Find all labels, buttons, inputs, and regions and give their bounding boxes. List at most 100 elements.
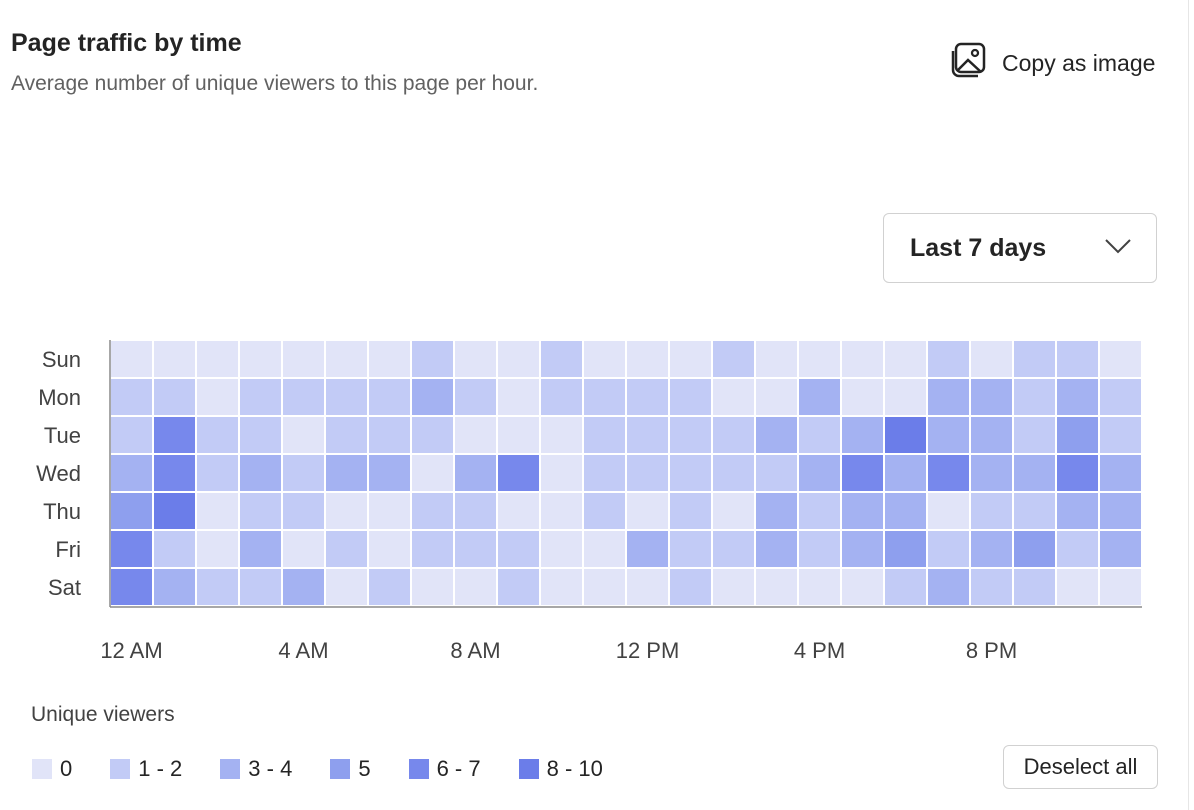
heatmap-cell[interactable] — [326, 531, 367, 567]
heatmap-cell[interactable] — [928, 341, 969, 377]
heatmap-cell[interactable] — [197, 417, 238, 453]
heatmap-cell[interactable] — [369, 531, 410, 567]
heatmap-cell[interactable] — [111, 569, 152, 605]
heatmap-cell[interactable] — [283, 417, 324, 453]
heatmap-cell[interactable] — [971, 493, 1012, 529]
heatmap-cell[interactable] — [713, 569, 754, 605]
heatmap-cell[interactable] — [928, 379, 969, 415]
heatmap-cell[interactable] — [369, 379, 410, 415]
heatmap-cell[interactable] — [455, 341, 496, 377]
heatmap-cell[interactable] — [197, 379, 238, 415]
heatmap-cell[interactable] — [1100, 493, 1141, 529]
heatmap-cell[interactable] — [799, 531, 840, 567]
heatmap-cell[interactable] — [842, 417, 883, 453]
heatmap-cell[interactable] — [1100, 569, 1141, 605]
heatmap-cell[interactable] — [541, 417, 582, 453]
heatmap-cell[interactable] — [842, 569, 883, 605]
legend-item[interactable]: 6 - 7 — [408, 756, 481, 782]
heatmap-cell[interactable] — [154, 455, 195, 491]
heatmap-cell[interactable] — [756, 341, 797, 377]
heatmap-cell[interactable] — [584, 493, 625, 529]
heatmap-cell[interactable] — [412, 379, 453, 415]
heatmap-cell[interactable] — [670, 455, 711, 491]
heatmap-cell[interactable] — [670, 569, 711, 605]
heatmap-cell[interactable] — [713, 531, 754, 567]
heatmap-cell[interactable] — [885, 569, 926, 605]
heatmap-cell[interactable] — [498, 417, 539, 453]
heatmap-cell[interactable] — [541, 455, 582, 491]
heatmap-cell[interactable] — [1057, 417, 1098, 453]
heatmap-cell[interactable] — [928, 493, 969, 529]
heatmap-cell[interactable] — [627, 341, 668, 377]
heatmap-cell[interactable] — [885, 341, 926, 377]
heatmap-cell[interactable] — [1057, 341, 1098, 377]
heatmap-cell[interactable] — [627, 531, 668, 567]
heatmap-cell[interactable] — [842, 531, 883, 567]
heatmap-cell[interactable] — [412, 455, 453, 491]
heatmap-cell[interactable] — [670, 417, 711, 453]
heatmap-cell[interactable] — [627, 379, 668, 415]
heatmap-cell[interactable] — [1100, 417, 1141, 453]
heatmap-cell[interactable] — [1014, 379, 1055, 415]
heatmap-cell[interactable] — [197, 493, 238, 529]
heatmap-cell[interactable] — [154, 379, 195, 415]
heatmap-cell[interactable] — [326, 417, 367, 453]
heatmap-cell[interactable] — [713, 417, 754, 453]
heatmap-cell[interactable] — [928, 417, 969, 453]
heatmap-cell[interactable] — [713, 493, 754, 529]
heatmap-cell[interactable] — [928, 455, 969, 491]
heatmap-cell[interactable] — [971, 455, 1012, 491]
heatmap-cell[interactable] — [971, 417, 1012, 453]
heatmap-cell[interactable] — [283, 379, 324, 415]
heatmap-cell[interactable] — [584, 379, 625, 415]
heatmap-cell[interactable] — [326, 455, 367, 491]
heatmap-cell[interactable] — [670, 379, 711, 415]
heatmap-cell[interactable] — [1100, 531, 1141, 567]
heatmap-cell[interactable] — [412, 569, 453, 605]
heatmap-cell[interactable] — [240, 341, 281, 377]
heatmap-cell[interactable] — [885, 531, 926, 567]
heatmap-cell[interactable] — [885, 417, 926, 453]
heatmap-cell[interactable] — [971, 531, 1012, 567]
heatmap-cell[interactable] — [197, 531, 238, 567]
heatmap-cell[interactable] — [455, 379, 496, 415]
heatmap-cell[interactable] — [756, 493, 797, 529]
heatmap-cell[interactable] — [498, 341, 539, 377]
heatmap-cell[interactable] — [455, 493, 496, 529]
heatmap-cell[interactable] — [584, 531, 625, 567]
heatmap-cell[interactable] — [283, 493, 324, 529]
heatmap-cell[interactable] — [283, 569, 324, 605]
heatmap-cell[interactable] — [1100, 455, 1141, 491]
heatmap-cell[interactable] — [240, 455, 281, 491]
heatmap-cell[interactable] — [412, 493, 453, 529]
heatmap-cell[interactable] — [541, 379, 582, 415]
heatmap-cell[interactable] — [1014, 417, 1055, 453]
heatmap-cell[interactable] — [799, 455, 840, 491]
heatmap-cell[interactable] — [670, 493, 711, 529]
heatmap-cell[interactable] — [799, 341, 840, 377]
heatmap-cell[interactable] — [1014, 455, 1055, 491]
heatmap-cell[interactable] — [283, 455, 324, 491]
heatmap-cell[interactable] — [154, 493, 195, 529]
heatmap-cell[interactable] — [971, 569, 1012, 605]
heatmap-cell[interactable] — [412, 531, 453, 567]
heatmap-cell[interactable] — [627, 569, 668, 605]
legend-item[interactable]: 1 - 2 — [110, 756, 182, 782]
legend-item[interactable]: 3 - 4 — [220, 756, 292, 782]
heatmap-cell[interactable] — [1057, 455, 1098, 491]
date-range-dropdown[interactable]: Last 7 days — [883, 213, 1157, 283]
heatmap-cell[interactable] — [111, 379, 152, 415]
heatmap-cell[interactable] — [111, 493, 152, 529]
heatmap-cell[interactable] — [154, 569, 195, 605]
heatmap-cell[interactable] — [283, 531, 324, 567]
heatmap-cell[interactable] — [928, 531, 969, 567]
heatmap-cell[interactable] — [584, 569, 625, 605]
heatmap-cell[interactable] — [885, 455, 926, 491]
legend-item[interactable]: 0 — [32, 756, 72, 782]
heatmap-cell[interactable] — [756, 455, 797, 491]
heatmap-cell[interactable] — [799, 379, 840, 415]
heatmap-cell[interactable] — [326, 493, 367, 529]
legend-item[interactable]: 5 — [330, 756, 371, 782]
heatmap-cell[interactable] — [1014, 531, 1055, 567]
heatmap-cell[interactable] — [1057, 531, 1098, 567]
